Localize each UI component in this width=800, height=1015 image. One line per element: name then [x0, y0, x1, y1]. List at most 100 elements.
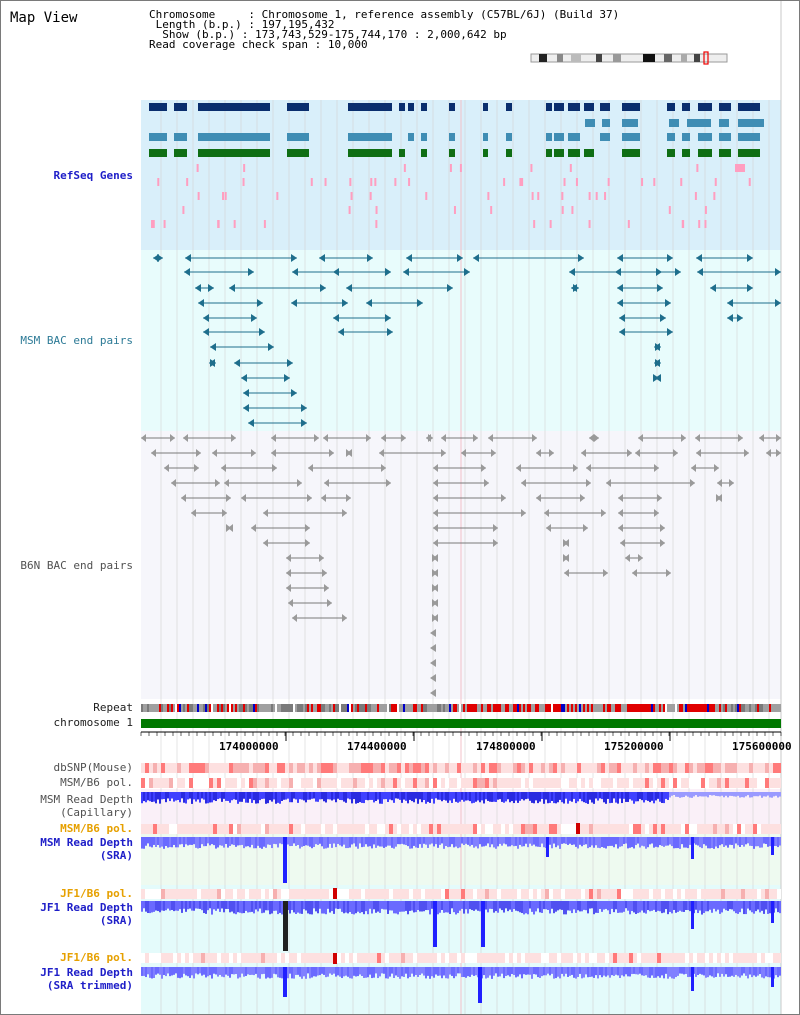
read-depth-bar — [197, 901, 199, 909]
b6n-bac-end — [323, 434, 328, 442]
polymorphism-density-cell — [733, 889, 737, 899]
polymorphism-density-cell — [485, 824, 489, 834]
read-depth-bar — [523, 901, 525, 915]
track-label-jf1-b6-pol-2[interactable]: JF1/B6 pol. — [60, 951, 133, 964]
read-depth-bar — [729, 967, 731, 977]
read-depth-bar — [465, 901, 467, 910]
track-label-jf1-depth-sra[interactable]: JF1 Read Depth — [40, 901, 133, 914]
track-label-msm-b6-pol-1[interactable]: MSM/B6 pol. — [60, 776, 133, 789]
track-label-refseq[interactable]: RefSeq Genes — [53, 169, 133, 182]
polymorphism-density-cell — [513, 778, 517, 788]
polymorphism-density-cell — [661, 824, 665, 834]
polymorphism-density-cell — [605, 824, 609, 834]
ideogram-band — [613, 54, 621, 62]
read-depth-bar — [145, 837, 147, 846]
read-depth-bar — [193, 792, 195, 800]
read-depth-bar — [687, 837, 689, 849]
read-depth-bar — [225, 901, 227, 909]
polymorphism-density-cell — [301, 763, 305, 773]
track-label-msm-depth-sra[interactable]: MSM Read Depth — [40, 836, 133, 849]
repeat-element — [343, 704, 345, 712]
read-depth-bar — [247, 967, 249, 975]
b6n-bac-end — [329, 449, 334, 457]
read-depth-bar — [251, 901, 253, 912]
repeat-element — [247, 704, 249, 712]
polymorphism-density-cell — [533, 953, 537, 963]
polymorphism-density-cell — [709, 824, 713, 834]
read-depth-bar — [617, 901, 619, 913]
coverage-label: Read coverage check span — [149, 38, 308, 51]
track-label-msm-b6-pol-2[interactable]: MSM/B6 pol. — [60, 822, 133, 835]
read-depth-bar — [779, 967, 781, 976]
polymorphism-density-cell — [437, 824, 441, 834]
read-depth-bar — [185, 967, 187, 976]
read-depth-bar — [403, 967, 405, 977]
polymorphism-density-cell — [417, 889, 421, 899]
repeat-element — [713, 704, 715, 712]
read-depth-bar — [733, 967, 735, 977]
track-label-dbsnp[interactable]: dbSNP(Mouse) — [53, 761, 133, 774]
msm-bac-end — [737, 314, 743, 322]
refseq-gene — [408, 133, 414, 141]
read-depth-bar — [373, 901, 375, 910]
read-depth-bar — [523, 792, 525, 801]
read-depth-bar — [677, 792, 679, 797]
read-depth-bar — [417, 901, 419, 911]
repeat-element — [655, 704, 657, 712]
polymorphism-density-cell — [229, 824, 233, 834]
read-depth-bar — [327, 967, 329, 977]
read-depth-bar — [317, 792, 319, 802]
polymorphism-density-cell — [221, 889, 225, 899]
read-depth-bar — [301, 967, 303, 979]
refseq-transcript-mark — [263, 220, 266, 228]
read-depth-bar — [731, 901, 733, 910]
refseq-transcript-mark — [698, 220, 701, 228]
track-label-jf1-b6-pol-1[interactable]: JF1/B6 pol. — [60, 887, 133, 900]
read-depth-bar — [581, 967, 583, 979]
repeat-element — [281, 704, 283, 712]
track-label-msm-bac[interactable]: MSM BAC end pairs — [20, 334, 133, 347]
read-depth-bar — [261, 967, 263, 975]
read-depth-bar — [435, 792, 437, 799]
read-depth-bar — [517, 901, 519, 912]
read-depth-bar — [429, 792, 431, 803]
track-label-chromosome[interactable]: chromosome 1 — [53, 716, 133, 729]
polymorphism-density-cell — [649, 889, 653, 899]
msm-bac-end — [464, 268, 470, 276]
read-depth-bar — [335, 901, 337, 909]
read-depth-spike — [691, 901, 694, 929]
track-label-jf1-depth-trim[interactable]: JF1 Read Depth — [40, 966, 133, 979]
polymorphism-density-cell — [221, 824, 225, 834]
repeat-element — [509, 704, 511, 712]
read-depth-bar — [767, 967, 769, 978]
polymorphism-density-cell — [605, 889, 609, 899]
read-depth-bar — [695, 901, 697, 910]
b6n-bac-end — [696, 449, 701, 457]
polymorphism-density-cell — [541, 763, 545, 773]
read-depth-bar — [495, 792, 497, 802]
polymorphism-density-cell — [345, 763, 349, 773]
polymorphism-density-cell — [757, 889, 761, 899]
read-depth-bar — [353, 792, 355, 800]
polymorphism-density-cell — [533, 763, 537, 773]
track-label-repeat[interactable]: Repeat — [93, 701, 133, 714]
repeat-element — [393, 704, 395, 712]
track-label-msm-depth-cap[interactable]: MSM Read Depth — [40, 793, 133, 806]
read-depth-bar — [359, 792, 361, 803]
read-depth-bar — [159, 967, 161, 975]
read-depth-bar — [657, 837, 659, 848]
read-depth-bar — [309, 837, 311, 847]
repeat-element — [213, 704, 215, 712]
refseq-gene — [554, 149, 564, 157]
read-depth-bar — [399, 792, 401, 800]
polymorphism-density-cell — [349, 889, 353, 899]
read-depth-bar — [319, 967, 321, 976]
repeat-element — [455, 704, 457, 712]
read-depth-bar — [471, 967, 473, 975]
repeat-element — [233, 704, 235, 712]
repeat-element — [729, 704, 731, 712]
read-depth-bar — [193, 901, 195, 911]
track-label-b6n-bac[interactable]: B6N BAC end pairs — [20, 559, 133, 572]
read-depth-bar — [517, 792, 519, 803]
polymorphism-density-cell — [173, 889, 177, 899]
